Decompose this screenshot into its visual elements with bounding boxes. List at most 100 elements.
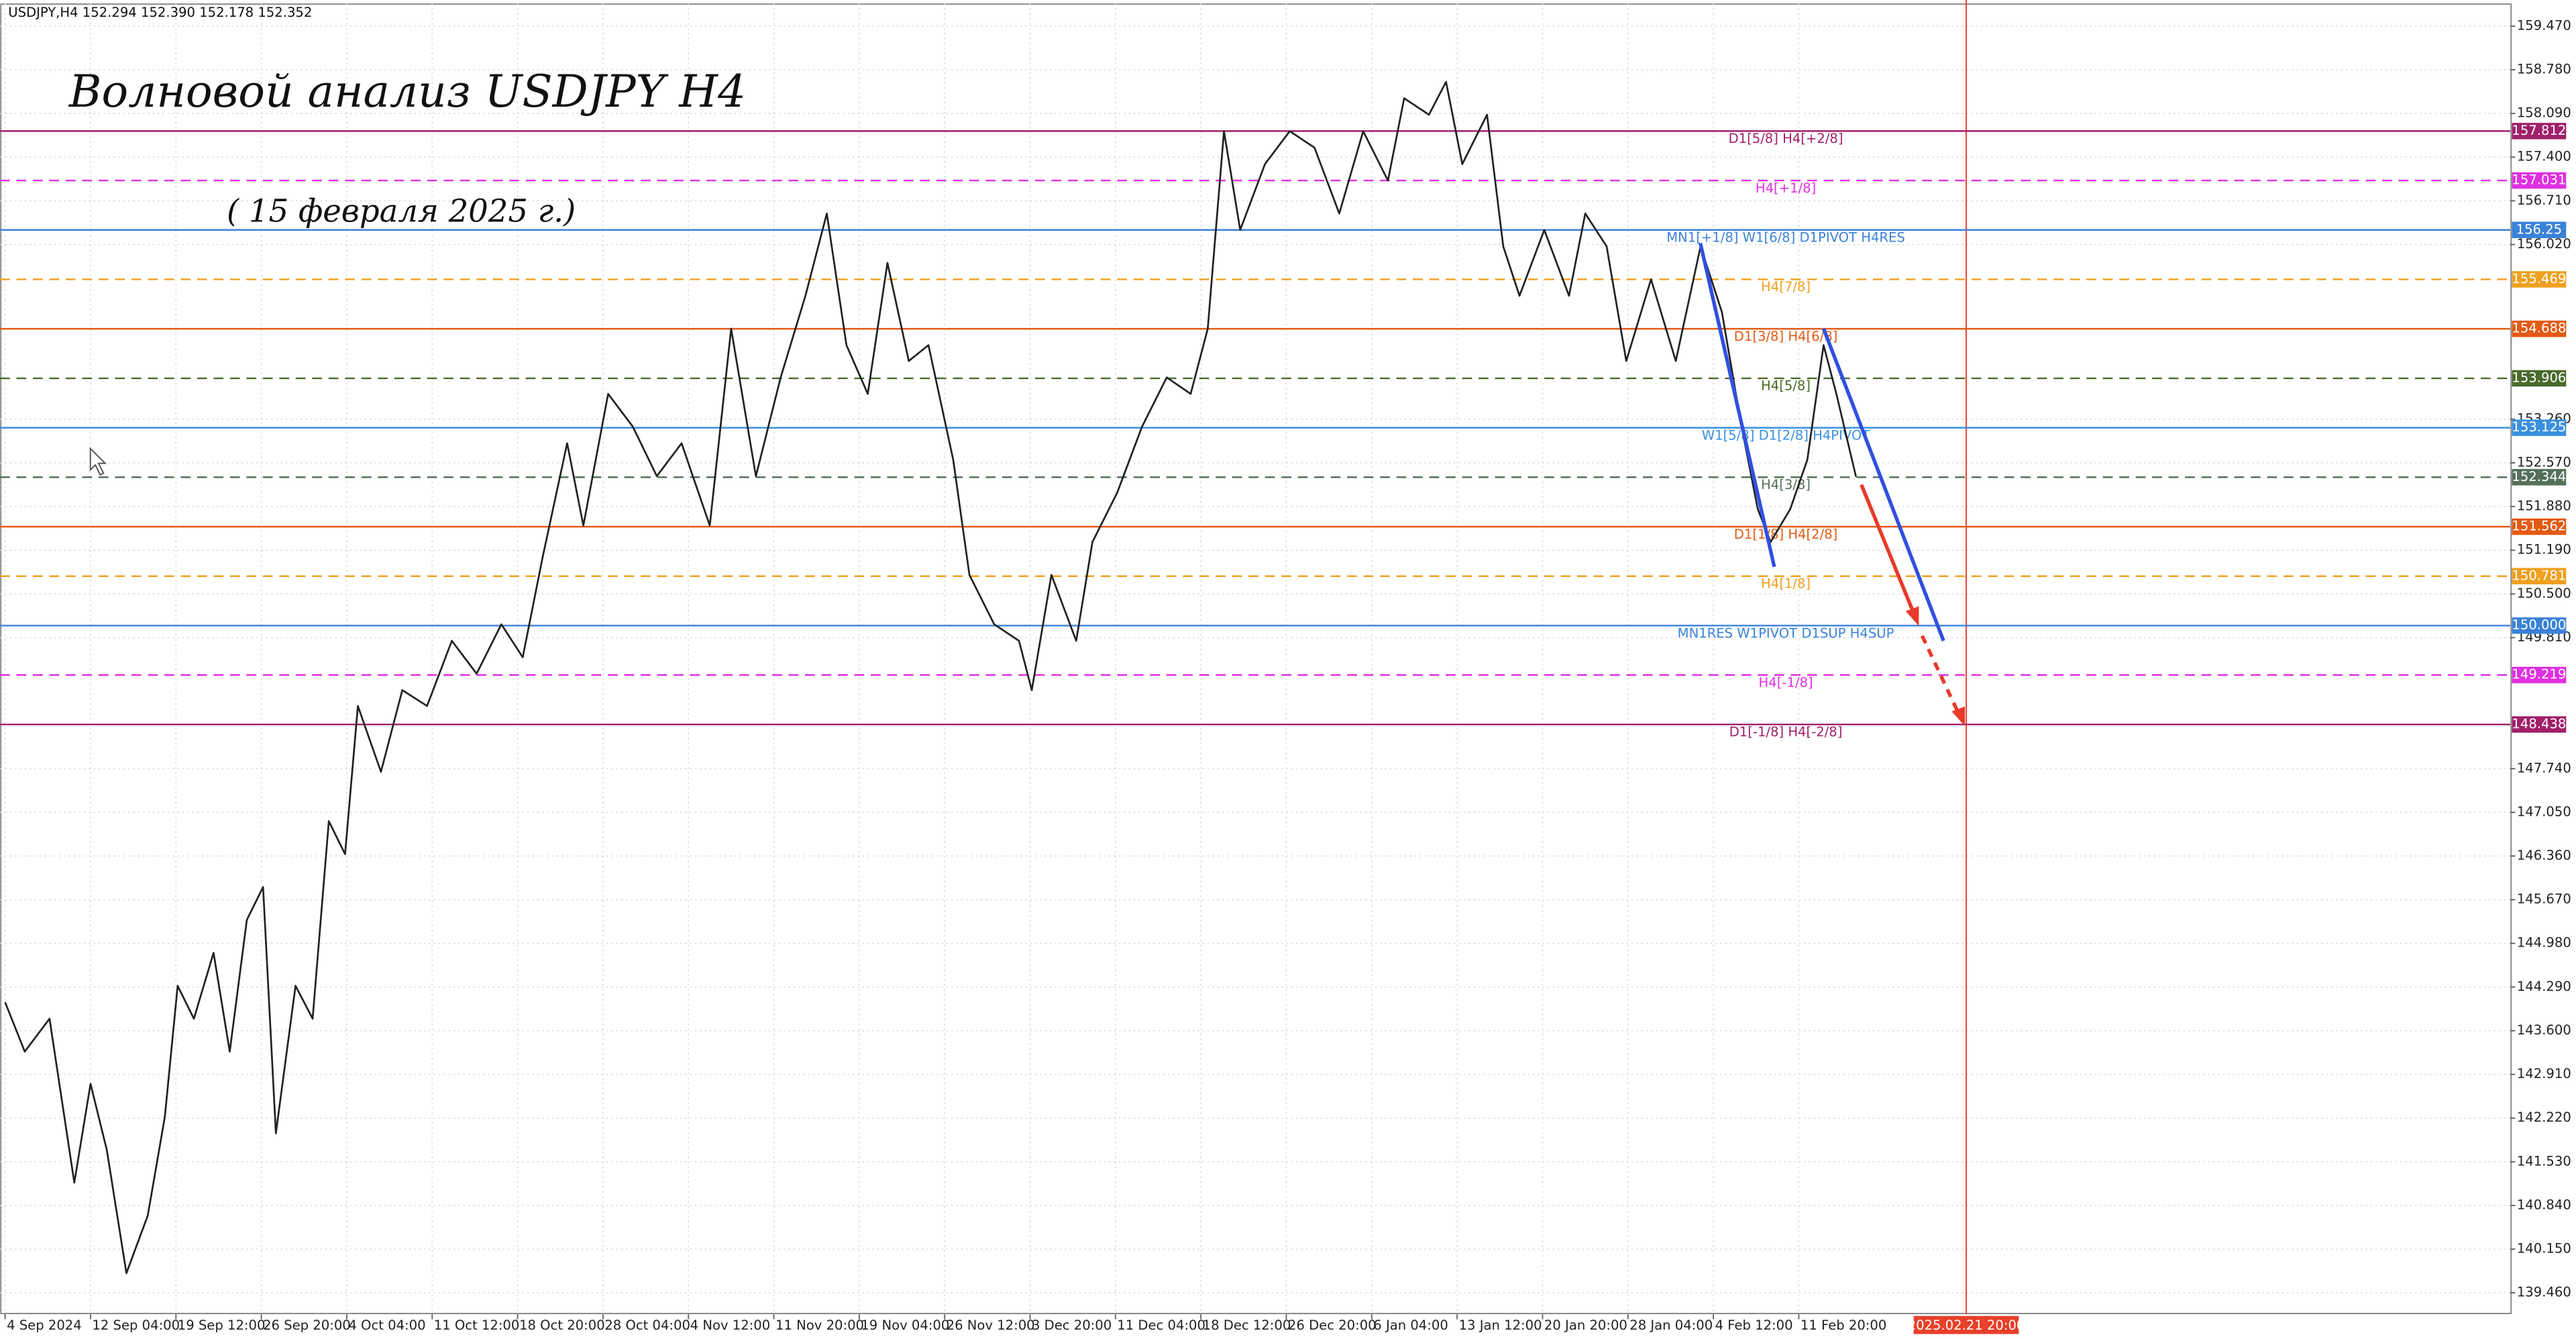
y-tick-label: 156.020: [2517, 236, 2571, 252]
level-label: MN1[+1/8] W1[6/8] D1PIVOT H4RES: [1666, 230, 1905, 246]
channel-line: [1699, 242, 1776, 568]
marker-tag: [1913, 1316, 2019, 1334]
chart-subtitle: ( 15 февраля 2025 г.): [227, 193, 576, 229]
x-tick-label: 12 Sep 04:00: [92, 1318, 180, 1333]
y-tick-label: 144.290: [2517, 979, 2571, 994]
level-label: H4[7/8]: [1761, 279, 1811, 294]
y-tick-label: 152.570: [2517, 455, 2571, 470]
header-symbol: USDJPY,H4 152.294 152.390 152.178 152.35…: [8, 5, 312, 20]
y-tick-label: 147.740: [2517, 760, 2571, 775]
x-tick-label: 4 Nov 12:00: [690, 1318, 771, 1333]
level-tag-label: 151.562: [2512, 519, 2566, 534]
y-tick-label: 158.780: [2517, 62, 2571, 77]
y-tick-label: 147.050: [2517, 804, 2571, 819]
level-label: H4[1/8]: [1761, 576, 1811, 592]
x-tick-label: 26 Nov 12:00: [947, 1318, 1035, 1333]
y-tick-label: 151.190: [2517, 542, 2571, 557]
arrow-head: [1905, 606, 1919, 627]
x-tick-label: 19 Sep 12:00: [178, 1318, 266, 1333]
level-tag-label: 157.812: [2512, 123, 2566, 138]
y-tick-label: 142.220: [2517, 1110, 2571, 1125]
x-tick-label: 19 Nov 04:00: [861, 1318, 949, 1333]
channel-line: [1821, 327, 1945, 642]
forecast-arrow: [1860, 484, 1918, 619]
y-tick-label: 146.360: [2517, 848, 2571, 863]
x-tick-label: 4 Sep 2024: [7, 1318, 82, 1333]
level-tag: [2512, 221, 2567, 239]
y-tick-label: 140.150: [2517, 1241, 2571, 1256]
level-tag-label: 148.438: [2512, 716, 2566, 731]
level-label: H4[+1/8]: [1756, 180, 1816, 196]
y-tick-label: 139.460: [2517, 1285, 2571, 1300]
x-tick-label: 28 Oct 04:00: [604, 1318, 690, 1333]
level-tag: [2512, 469, 2567, 486]
mouse-cursor: [89, 447, 107, 476]
y-tick-label: 151.880: [2517, 498, 2571, 514]
y-tick-label: 150.500: [2517, 586, 2571, 601]
y-tick-label: 141.530: [2517, 1153, 2571, 1169]
level-tag-label: 156.25: [2516, 221, 2563, 237]
level-tag-label: 150.781: [2512, 568, 2566, 583]
forecast-arrow-dashed: [1920, 635, 1962, 717]
x-tick-label: 28 Jan 04:00: [1629, 1318, 1713, 1333]
level-tag-label: 150.000: [2512, 617, 2566, 633]
annotations: [89, 242, 1965, 727]
level-label: D1[-1/8] H4[-2/8]: [1729, 725, 1843, 740]
level-label: H4[3/8]: [1761, 477, 1811, 492]
x-tick-label: 6 Jan 04:00: [1373, 1318, 1448, 1333]
level-tag-label: 152.344: [2512, 469, 2566, 484]
level-label: MN1RES W1PIVOT D1SUP H4SUP: [1678, 625, 1894, 641]
plot-frame: [0, 3, 2512, 1314]
y-tick-label: 145.670: [2517, 892, 2571, 907]
x-tick-label: 18 Oct 20:00: [519, 1318, 605, 1333]
y-tick-label: 157.400: [2517, 149, 2571, 164]
y-tick-label: 144.980: [2517, 935, 2571, 951]
marker-label: 2025.02.21 20:00: [1908, 1318, 2025, 1333]
level-tag-label: 155.469: [2512, 271, 2566, 286]
level-tag: [2512, 320, 2567, 337]
level-tag: [2512, 518, 2567, 535]
y-tick-label: 159.470: [2517, 17, 2571, 33]
level-tag: [2512, 172, 2567, 189]
series: [4, 81, 1858, 1275]
x-tick-label: 11 Dec 04:00: [1117, 1318, 1205, 1333]
x-tick-label: 20 Jan 20:00: [1544, 1318, 1627, 1333]
x-tick-label: 11 Feb 20:00: [1801, 1318, 1886, 1333]
x-tick-label: 11 Oct 12:00: [434, 1318, 520, 1333]
price-line: [4, 81, 1858, 1275]
level-tag: [2512, 617, 2567, 634]
level-label: H4[5/8]: [1761, 378, 1811, 394]
level-tag-label: 153.125: [2512, 419, 2566, 435]
x-tick-label: 4 Oct 04:00: [348, 1318, 425, 1333]
level-label: H4[-1/8]: [1759, 675, 1813, 690]
x-tick-label: 4 Feb 12:00: [1715, 1318, 1793, 1333]
level-label: D1[3/8] H4[6/8]: [1734, 329, 1838, 344]
level-tag-label: 157.031: [2512, 172, 2566, 188]
levels: D1[5/8] H4[+2/8] H4[+1/8] MN1[+1/8] W1[6/8…: [0, 130, 2511, 740]
level-label: D1[5/8] H4[+2/8]: [1729, 131, 1843, 146]
x-tick-label: 26 Sep 20:00: [263, 1318, 351, 1333]
level-tag: [2512, 123, 2567, 140]
level-tag-label: 153.906: [2512, 370, 2566, 385]
level-tag-label: 154.688: [2512, 321, 2566, 336]
level-label: D1[1/8] H4[2/8]: [1734, 527, 1838, 542]
x-tick-label: 11 Nov 20:00: [775, 1318, 864, 1333]
y-tick-label: 156.710: [2517, 193, 2571, 208]
x-tick-label: 26 Dec 20:00: [1288, 1318, 1377, 1333]
level-tag: [2512, 716, 2567, 733]
axes: 159.470 158.780 158.090 157.400 156.710 156.0…: [4, 17, 2571, 1334]
level-tag: [2512, 666, 2567, 684]
grid: [0, 0, 2511, 1315]
level-tag: [2512, 271, 2567, 288]
y-tick-label: 140.840: [2517, 1197, 2571, 1212]
chart-title: Волновой анализ USDJPY H4: [68, 66, 746, 117]
level-tag-label: 149.219: [2512, 667, 2566, 682]
y-tick-label: 142.910: [2517, 1066, 2571, 1081]
x-tick-label: 3 Dec 20:00: [1032, 1318, 1112, 1333]
level-tag: [2512, 370, 2567, 387]
y-tick-label: 158.090: [2517, 105, 2571, 121]
level-tag: [2512, 568, 2567, 585]
